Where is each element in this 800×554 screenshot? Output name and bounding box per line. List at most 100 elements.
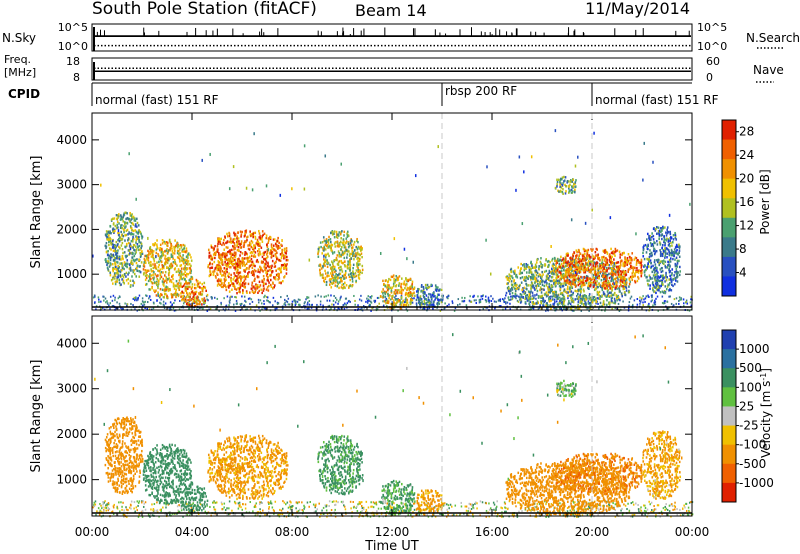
data-cell [411, 286, 414, 289]
data-cell [184, 261, 187, 264]
data-cell [320, 245, 322, 249]
data-cell [531, 263, 533, 266]
data-cell [149, 273, 151, 276]
data-cell [117, 264, 120, 268]
data-cell [187, 281, 189, 285]
data-cell [261, 308, 263, 311]
data-cell [265, 263, 267, 266]
data-cell [545, 269, 548, 273]
data-cell [236, 244, 238, 247]
data-cell [227, 265, 229, 268]
data-cell [333, 259, 336, 262]
data-cell [168, 267, 171, 271]
data-cell [322, 236, 325, 239]
data-cell [336, 258, 338, 262]
data-cell [219, 242, 221, 245]
data-cell [629, 297, 632, 300]
nsearch-tick-top: 10^5 [697, 21, 727, 34]
data-cell [246, 256, 249, 260]
data-cell [265, 295, 268, 298]
data-cell [417, 298, 420, 301]
data-cell [124, 239, 126, 242]
data-cell [136, 299, 138, 302]
data-cell [406, 288, 408, 292]
data-cell [355, 252, 357, 255]
data-cell [545, 304, 547, 307]
data-cell [160, 260, 163, 263]
data-cell [555, 293, 557, 296]
data-cell [277, 245, 280, 248]
data-cell [636, 298, 639, 301]
data-cell [639, 302, 641, 305]
data-cell [542, 303, 545, 306]
data-cell [260, 238, 263, 241]
data-cell [553, 294, 555, 298]
data-cell [272, 254, 275, 258]
data-cell [217, 242, 219, 246]
data-cell [149, 246, 152, 249]
data-cell [438, 293, 440, 297]
data-cell [126, 304, 128, 307]
data-cell [344, 271, 347, 275]
data-cell [321, 240, 324, 244]
data-cell [109, 271, 112, 274]
data-cell [121, 241, 124, 245]
data-cell [536, 284, 538, 288]
nsky-panel: N.Sky 10^5 10^0 10^5 10^0 N.Search [2, 21, 800, 53]
data-cell [193, 293, 195, 297]
data-cell [124, 226, 126, 229]
data-cell [325, 295, 327, 298]
data-cell [331, 269, 333, 272]
data-cell [166, 241, 169, 245]
data-cell [343, 263, 346, 267]
data-cell [245, 262, 248, 265]
data-cell [115, 268, 117, 271]
data-cell [272, 296, 275, 299]
data-cell [145, 271, 147, 275]
data-cell [254, 237, 257, 240]
data-cell [553, 298, 556, 301]
data-cell [165, 285, 168, 288]
data-cell [366, 297, 368, 300]
data-cell [593, 270, 596, 274]
data-cell [144, 300, 147, 303]
data-cell [251, 300, 254, 303]
data-cell [333, 294, 335, 297]
data-cell [269, 274, 272, 277]
data-cell [108, 238, 111, 242]
data-cell [572, 253, 574, 256]
data-cell [246, 235, 249, 238]
data-cell [130, 239, 133, 243]
data-cell [426, 308, 429, 311]
data-cell [341, 230, 343, 233]
data-cell [547, 272, 549, 276]
data-cell [413, 297, 415, 300]
data-cell [236, 263, 239, 267]
data-cell [219, 253, 222, 256]
data-cell [157, 265, 160, 269]
data-cell [531, 266, 534, 270]
data-cell [322, 276, 325, 280]
data-cell [323, 279, 325, 282]
data-cell [129, 214, 132, 217]
data-cell [508, 280, 511, 283]
data-cell [122, 257, 124, 261]
data-cell [477, 295, 479, 298]
data-cell [556, 270, 559, 273]
data-cell [95, 305, 98, 308]
data-cell [265, 308, 267, 311]
data-cell [591, 301, 594, 304]
data-cell [112, 269, 115, 273]
data-cell [583, 255, 586, 258]
data-cell [569, 294, 571, 297]
data-cell [457, 304, 459, 307]
data-cell [390, 302, 393, 306]
data-cell [112, 246, 115, 249]
data-cell [413, 291, 415, 294]
data-cell [188, 303, 191, 307]
data-cell [238, 271, 240, 275]
data-cell [263, 262, 266, 266]
data-cell [340, 265, 342, 269]
data-cell [132, 229, 135, 233]
data-cell [601, 258, 604, 262]
